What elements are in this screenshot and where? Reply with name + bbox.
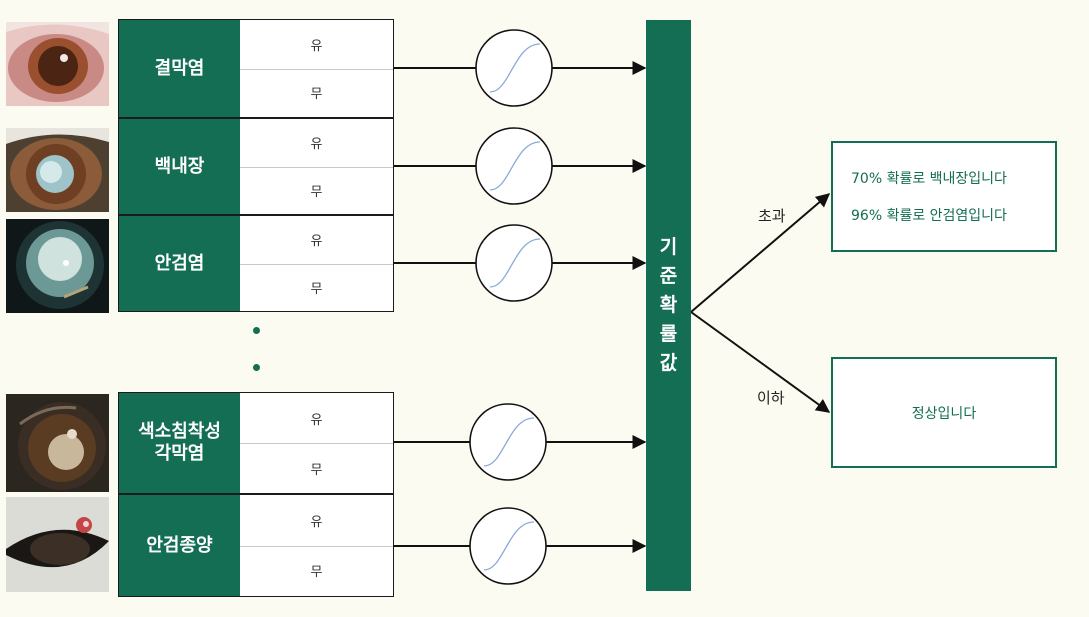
option-yes[interactable]: 유 [240, 20, 393, 70]
sigmoid-icon [475, 127, 553, 205]
disease-label: 백내장 [119, 119, 240, 214]
sigmoid-icon [475, 224, 553, 302]
option-no[interactable]: 무 [310, 565, 323, 581]
threshold-label: 기준확률값 [659, 236, 678, 374]
option-no[interactable]: 무 [310, 281, 323, 297]
branch-label-over: 초과 [758, 207, 786, 225]
result-line: 96% 확률로 안검염입니다 [851, 208, 1007, 224]
eye-photo-blepharitis [6, 219, 109, 313]
branch-label-under: 이하 [757, 389, 785, 407]
sigmoid-icon [469, 403, 547, 481]
sigmoid-icon [469, 507, 547, 585]
option-no[interactable]: 무 [310, 462, 323, 478]
ellipsis-dot [253, 364, 260, 371]
eye-photo-pigmentary-keratitis [6, 394, 109, 492]
disease-label: 색소침착성 각막염 [119, 393, 240, 493]
disease-label: 안검종양 [119, 495, 240, 596]
eye-photo-eyelid-tumor [6, 497, 109, 592]
option-no[interactable]: 무 [310, 184, 323, 200]
option-yes[interactable]: 유 [240, 495, 393, 547]
ellipsis-dot [253, 327, 260, 334]
disease-label: 결막염 [119, 20, 240, 117]
option-yes[interactable]: 유 [240, 216, 393, 265]
result-line: 70% 확률로 백내장입니다 [851, 171, 1007, 187]
eye-photo-conjunctivitis [6, 22, 109, 106]
option-yes[interactable]: 유 [240, 119, 393, 168]
disease-row-blepharitis: 안검염 유 무 [118, 215, 394, 312]
sigmoid-icon [475, 29, 553, 107]
option-yes[interactable]: 유 [240, 393, 393, 444]
result-box-under: 정상입니다 [831, 357, 1057, 468]
disease-row-eyelid-tumor: 안검종양 유 무 [118, 494, 394, 597]
eye-photo-cataract [6, 128, 109, 212]
threshold-probability-bar: 기준확률값 [646, 20, 691, 591]
disease-label: 안검염 [119, 216, 240, 311]
result-box-over: 70% 확률로 백내장입니다 96% 확률로 안검염입니다 [831, 141, 1057, 252]
disease-row-cataract: 백내장 유 무 [118, 118, 394, 215]
disease-row-pigmentary-keratitis: 색소침착성 각막염 유 무 [118, 392, 394, 494]
result-line: 정상입니다 [911, 405, 977, 422]
disease-row-conjunctivitis: 결막염 유 무 [118, 19, 394, 118]
option-no[interactable]: 무 [310, 87, 323, 103]
